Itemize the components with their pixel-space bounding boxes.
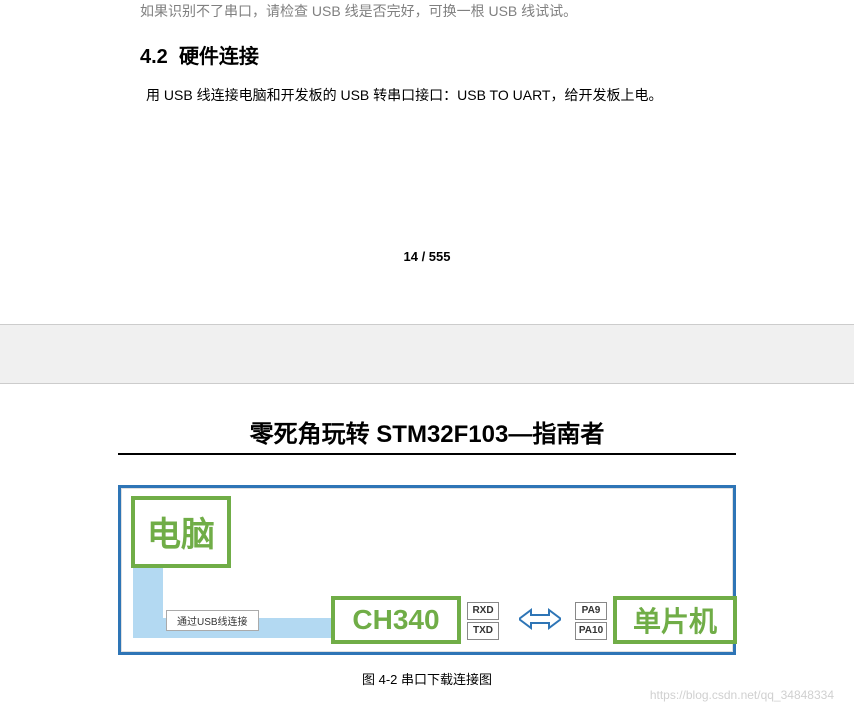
section-body-text: 用 USB 线连接电脑和开发板的 USB 转串口接口：USB TO UART，给… [140,83,714,108]
section-number: 4.2 [140,46,168,68]
pc-node: 电脑 [131,496,231,568]
watermark-text: https://blog.csdn.net/qq_34848334 [650,688,834,702]
page-separator [0,324,854,384]
title-underline [118,453,736,455]
faded-intro-line: 如果识别不了串口，请检查 USB 线是否完好，可换一根 USB 线试试。 [140,0,714,22]
pin-pa10: PA10 [575,622,607,640]
bidirectional-arrow-icon [519,608,561,630]
mcu-node-label: 单片机 [633,600,717,640]
section-title: 硬件连接 [179,46,259,68]
pin-rxd: RXD [467,602,499,620]
section-heading: 4.2 硬件连接 [140,40,714,69]
page-lower: 零死角玩转 STM32F103—指南者 通过USB线连接 电脑 CH340 单片… [0,384,854,708]
ch340-node-label: CH340 [352,604,439,636]
pin-txd: TXD [467,622,499,640]
page-upper: 如果识别不了串口，请检查 USB 线是否完好，可换一根 USB 线试试。 4.2… [0,0,854,324]
document-title: 零死角玩转 STM32F103—指南者 [100,414,754,449]
ch340-node: CH340 [331,596,461,644]
mcu-node: 单片机 [613,596,737,644]
figure-caption: 图 4-2 串口下载连接图 [100,669,754,688]
pc-node-label: 电脑 [147,507,215,556]
connection-diagram: 通过USB线连接 电脑 CH340 单片机 RXD TXD PA9 PA10 [118,485,736,655]
usb-connection-label: 通过USB线连接 [166,610,259,631]
page-lower-wrap: 零死角玩转 STM32F103—指南者 通过USB线连接 电脑 CH340 单片… [0,384,854,708]
page-number: 14 / 555 [140,249,714,264]
pin-pa9: PA9 [575,602,607,620]
